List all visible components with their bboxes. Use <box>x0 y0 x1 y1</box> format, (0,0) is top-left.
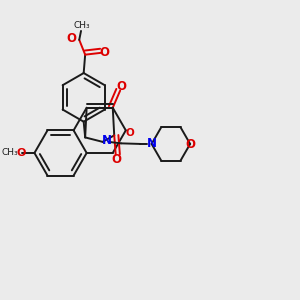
Text: O: O <box>126 128 135 138</box>
Text: O: O <box>111 153 121 166</box>
Text: O: O <box>67 32 77 45</box>
Text: N: N <box>147 136 157 150</box>
Text: O: O <box>100 46 110 59</box>
Text: O: O <box>16 148 26 158</box>
Text: O: O <box>117 80 127 94</box>
Text: O: O <box>186 138 196 151</box>
Text: CH₃: CH₃ <box>2 148 18 157</box>
Text: CH₃: CH₃ <box>73 20 90 29</box>
Text: N: N <box>102 134 112 148</box>
